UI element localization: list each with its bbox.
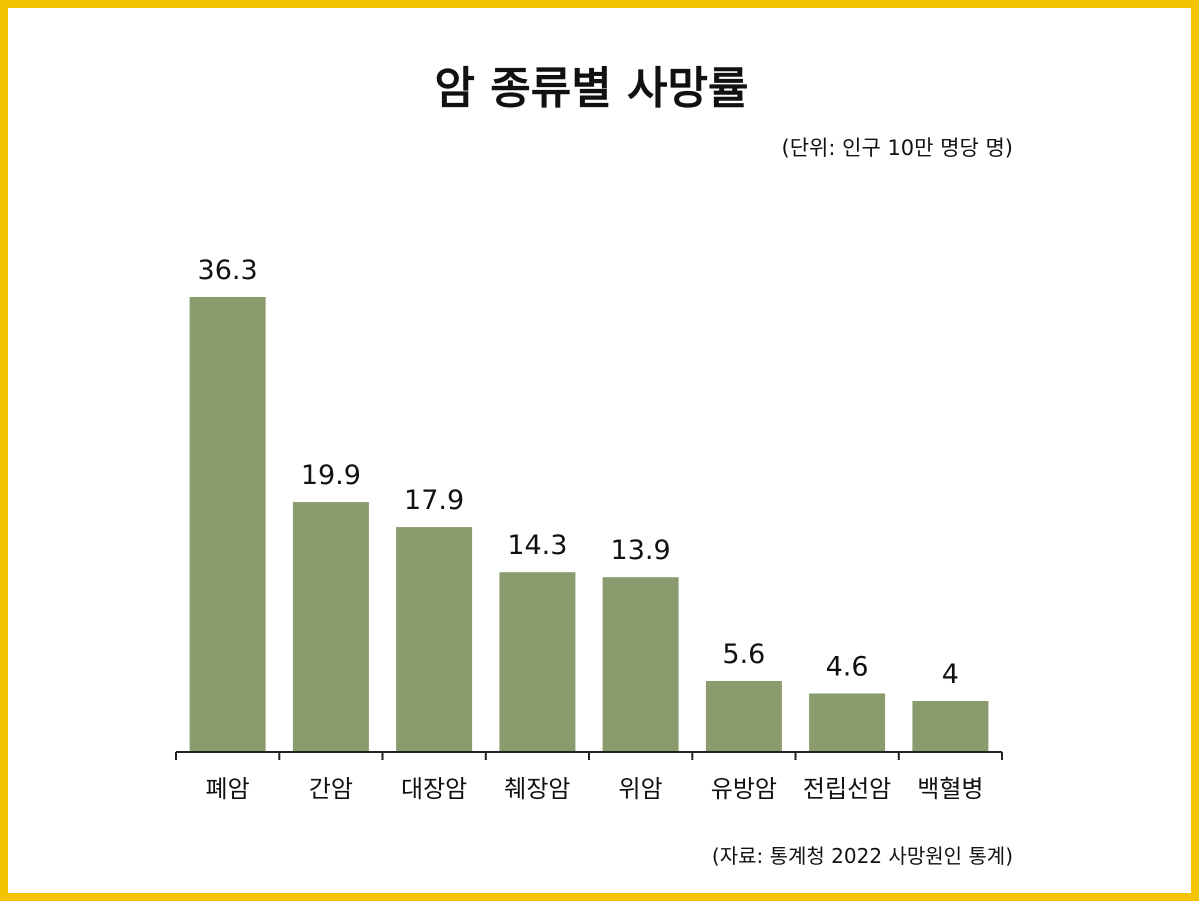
labels-group: 36.3 폐암 19.9 간암 17.9 대장암 14.3 췌장암 13.9 위암 5.6 유방암 4.…	[198, 255, 984, 803]
value-label: 36.3	[198, 255, 258, 286]
unit-note: (단위: 인구 10만 명당 명)	[781, 136, 1013, 160]
value-label: 17.9	[404, 485, 464, 516]
bar-8	[912, 701, 989, 751]
bar-4	[499, 572, 576, 751]
value-label: 13.9	[611, 535, 671, 566]
value-label: 19.9	[301, 460, 361, 491]
category-label: 위암	[619, 775, 663, 803]
value-label: 4	[942, 659, 959, 690]
category-label: 간암	[309, 775, 353, 803]
chart-title: 암 종류별 사망률	[434, 63, 749, 114]
bar-3	[396, 527, 473, 751]
value-label: 5.6	[722, 639, 765, 670]
source-note: (자료: 통계청 2022 사망원인 통계)	[711, 844, 1013, 868]
value-label: 4.6	[826, 652, 869, 683]
category-label: 췌장암	[504, 775, 570, 803]
bar-5	[602, 577, 679, 751]
bar-2	[292, 502, 369, 751]
category-label: 유방암	[711, 775, 777, 803]
bar-6	[705, 681, 782, 751]
value-label: 14.3	[507, 530, 567, 561]
category-label: 백혈병	[917, 775, 983, 803]
category-label: 전립선암	[803, 775, 891, 803]
x-axis	[175, 751, 1003, 760]
bar-1	[189, 297, 266, 751]
bars-group	[189, 297, 989, 751]
category-label: 폐암	[206, 775, 250, 803]
bar-7	[809, 693, 886, 751]
category-label: 대장암	[401, 775, 467, 803]
